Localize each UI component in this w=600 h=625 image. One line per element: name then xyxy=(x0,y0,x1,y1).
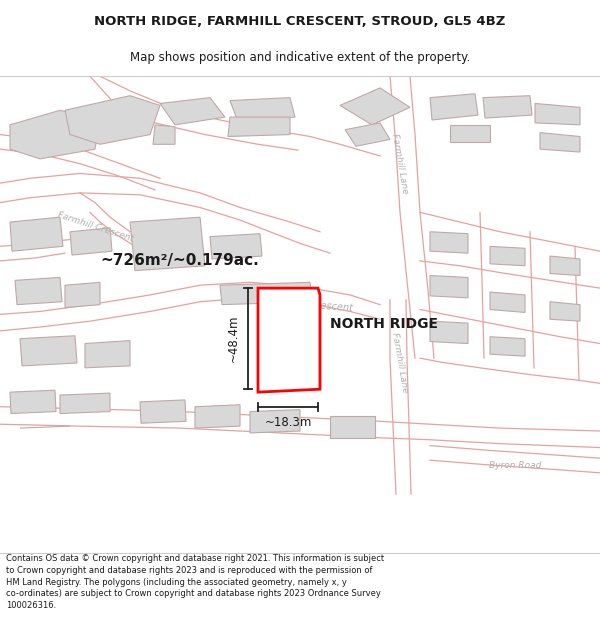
Polygon shape xyxy=(250,409,300,433)
Polygon shape xyxy=(490,292,525,312)
Polygon shape xyxy=(160,98,225,125)
Polygon shape xyxy=(20,426,70,428)
Text: ~18.3m: ~18.3m xyxy=(265,416,311,429)
Text: Farmhill Lane: Farmhill Lane xyxy=(390,133,410,194)
Polygon shape xyxy=(130,217,205,271)
Polygon shape xyxy=(345,123,390,146)
Text: Map shows position and indicative extent of the property.: Map shows position and indicative extent… xyxy=(130,51,470,64)
Text: ~726m²/~0.179ac.: ~726m²/~0.179ac. xyxy=(100,253,259,268)
Polygon shape xyxy=(340,88,410,125)
Polygon shape xyxy=(430,232,468,253)
Text: ~48.4m: ~48.4m xyxy=(227,315,240,362)
Text: Farmhill Lane: Farmhill Lane xyxy=(390,332,410,394)
Polygon shape xyxy=(550,302,580,321)
Polygon shape xyxy=(20,336,77,366)
Text: Farmhill Crescent: Farmhill Crescent xyxy=(267,296,353,313)
Polygon shape xyxy=(430,321,468,344)
Polygon shape xyxy=(220,282,312,304)
Polygon shape xyxy=(490,246,525,266)
Text: NORTH RIDGE: NORTH RIDGE xyxy=(330,317,438,331)
Polygon shape xyxy=(85,341,130,368)
Polygon shape xyxy=(10,217,63,251)
Polygon shape xyxy=(450,125,490,142)
Text: Contains OS data © Crown copyright and database right 2021. This information is : Contains OS data © Crown copyright and d… xyxy=(6,554,384,610)
Polygon shape xyxy=(15,278,62,304)
Polygon shape xyxy=(228,117,290,136)
Polygon shape xyxy=(550,256,580,276)
Polygon shape xyxy=(10,390,56,414)
Polygon shape xyxy=(230,98,295,122)
Polygon shape xyxy=(195,405,240,428)
Text: Farmhill Crescent: Farmhill Crescent xyxy=(56,211,134,243)
Polygon shape xyxy=(65,282,100,308)
Polygon shape xyxy=(258,288,320,392)
Polygon shape xyxy=(60,393,110,414)
Polygon shape xyxy=(140,400,186,423)
Text: Byron Road: Byron Road xyxy=(489,461,541,469)
Polygon shape xyxy=(430,276,468,298)
Polygon shape xyxy=(540,132,580,152)
Text: NORTH RIDGE, FARMHILL CRESCENT, STROUD, GL5 4BZ: NORTH RIDGE, FARMHILL CRESCENT, STROUD, … xyxy=(94,15,506,28)
Polygon shape xyxy=(430,94,478,120)
Polygon shape xyxy=(10,110,100,159)
Polygon shape xyxy=(535,104,580,125)
Polygon shape xyxy=(210,234,262,259)
Polygon shape xyxy=(483,96,532,118)
Polygon shape xyxy=(70,228,112,255)
Polygon shape xyxy=(153,125,175,144)
Polygon shape xyxy=(490,337,525,356)
Polygon shape xyxy=(65,96,160,144)
Polygon shape xyxy=(330,416,375,437)
